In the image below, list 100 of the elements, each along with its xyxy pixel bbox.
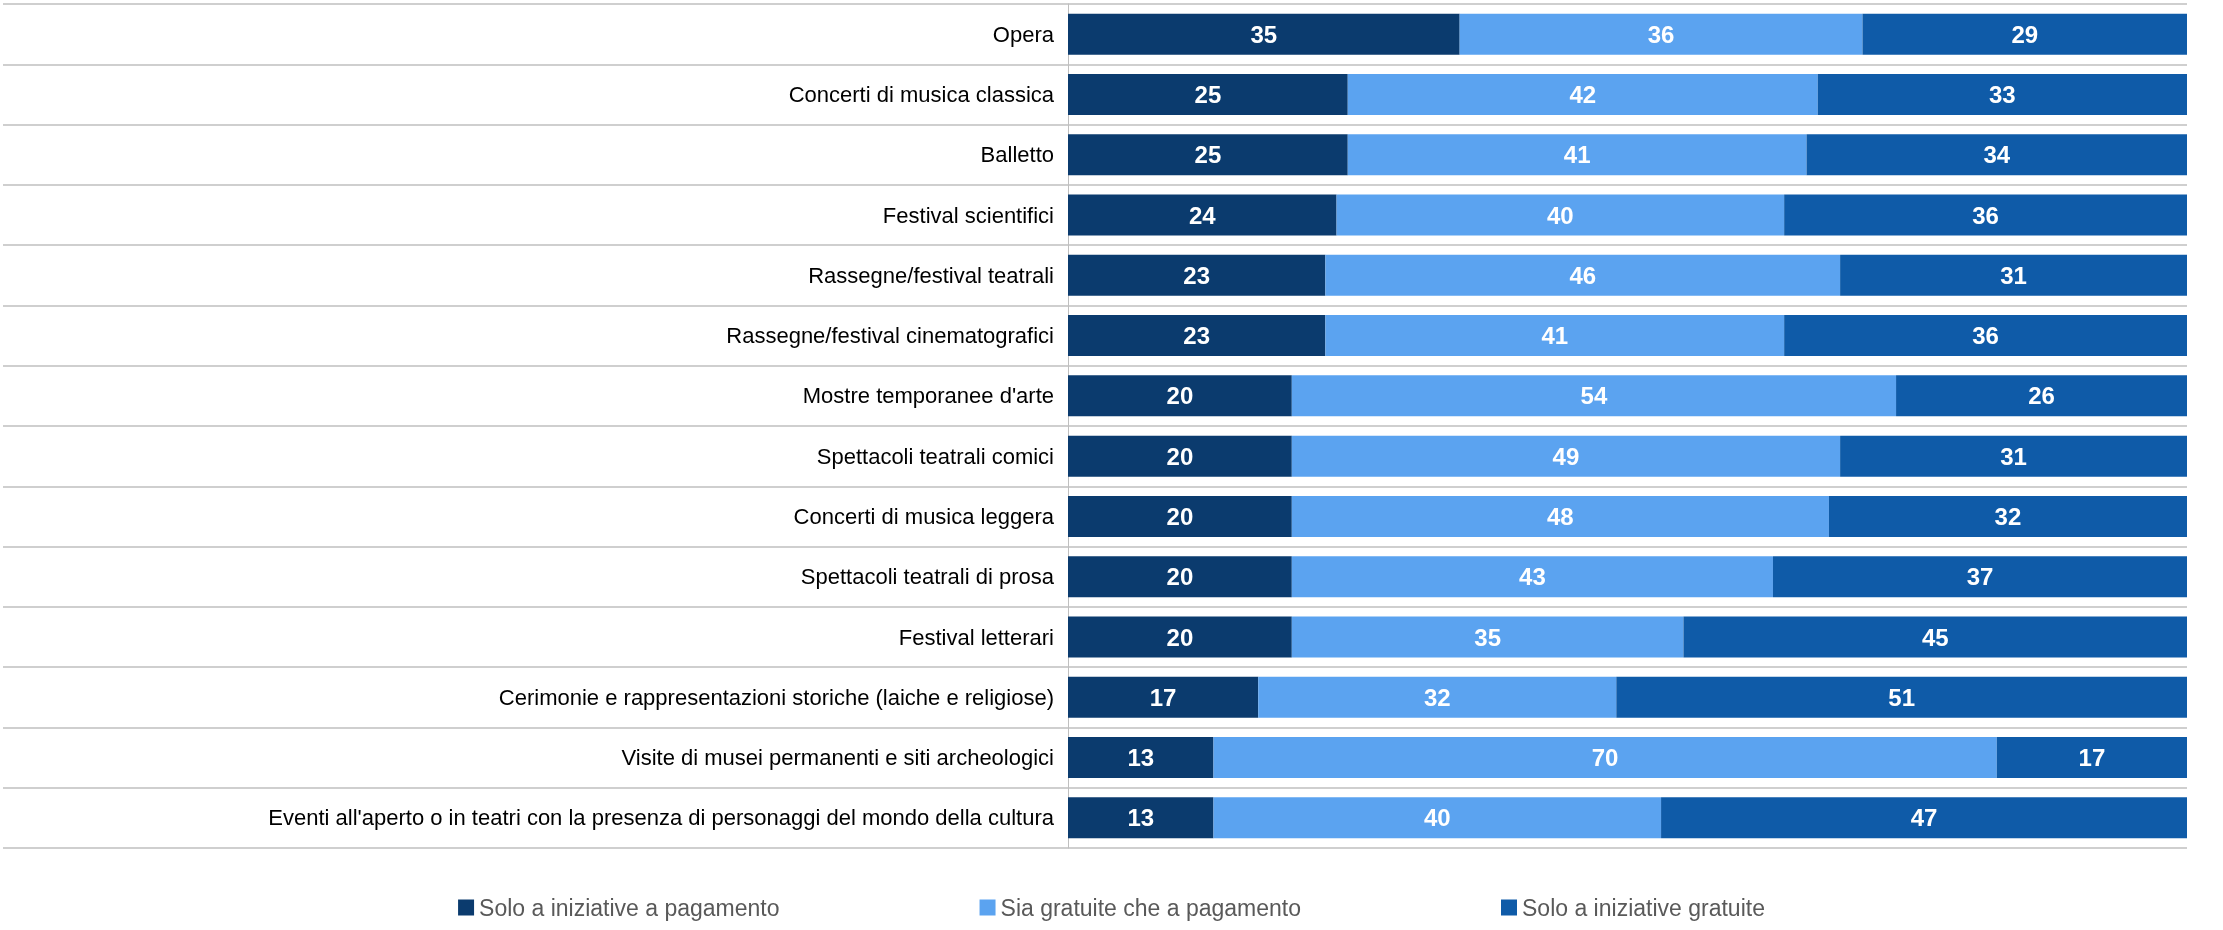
bar: [1258, 676, 1617, 718]
data-label: 35: [1474, 623, 1501, 651]
data-label: 34: [1983, 141, 2011, 169]
bar: [1784, 194, 2187, 236]
bar: [1896, 375, 2187, 417]
data-label: 26: [2028, 382, 2055, 410]
data-label: 20: [1166, 382, 1194, 410]
data-label: 43: [1519, 563, 1546, 591]
bar: [1213, 737, 1997, 779]
bar: [1336, 194, 1785, 236]
data-label: 29: [2011, 20, 2039, 48]
data-label: 13: [1127, 804, 1155, 832]
data-label: 36: [1972, 201, 1999, 229]
legend-label: Sia gratuite che a pagamento: [1000, 894, 1302, 921]
y-tick-label: Festival letterari: [898, 624, 1054, 650]
data-label: 47: [1910, 804, 1938, 832]
y-tick-label: Eventi all'aperto o in teatri con la presenza di personaggi del mondo della cultura: [268, 805, 1055, 831]
data-label: 31: [2000, 261, 2027, 289]
legend-label: Solo a iniziative gratuite: [1522, 894, 1765, 921]
data-label: 13: [1127, 744, 1155, 772]
bar: [1840, 435, 2187, 477]
bar: [1616, 676, 2187, 718]
bar: [1068, 73, 1348, 115]
bar: [1068, 435, 1292, 477]
bar: [1996, 737, 2187, 779]
bar: [1806, 134, 2187, 176]
bar: [1683, 616, 2187, 658]
bar: [1068, 676, 1259, 718]
data-label: 36: [1647, 20, 1675, 48]
data-label: 20: [1166, 502, 1194, 530]
data-label: 37: [1966, 563, 1994, 591]
data-label: 51: [1888, 683, 1916, 711]
bar: [1291, 556, 1773, 598]
y-tick-label: Mostre temporanee d'arte: [802, 383, 1054, 409]
bar: [1291, 616, 1684, 658]
bar: [1291, 375, 1897, 417]
data-label: 42: [1569, 80, 1597, 108]
data-label: 17: [2078, 744, 2106, 772]
bar: [1213, 797, 1662, 839]
data-label: 20: [1166, 563, 1194, 591]
data-label: 24: [1188, 201, 1217, 229]
bar: [1068, 797, 1214, 839]
data-label: 32: [1994, 502, 2022, 530]
y-tick-label: Visite di musei permanenti e siti archeologici: [621, 745, 1054, 771]
bar: [1840, 254, 2187, 296]
bar: [1817, 73, 2187, 115]
data-label: 23: [1183, 261, 1211, 289]
bar: [1325, 254, 1841, 296]
data-label: 46: [1569, 261, 1597, 289]
y-tick-label: Concerti di musica classica: [788, 81, 1055, 107]
data-label: 23: [1183, 322, 1211, 350]
data-label: 20: [1166, 623, 1194, 651]
y-tick-label: Rassegne/festival teatrali: [808, 262, 1054, 288]
data-label: 32: [1423, 683, 1451, 711]
legend-label: Solo a iniziative a pagamento: [479, 894, 780, 921]
bar: [1291, 435, 1841, 477]
y-tick-label: Concerti di musica leggera: [793, 503, 1055, 529]
bar: [1068, 737, 1214, 779]
data-label: 33: [1989, 80, 2016, 108]
y-tick-label: Festival scientifici: [882, 202, 1054, 228]
bar: [1347, 73, 1818, 115]
data-label: 41: [1563, 141, 1591, 169]
data-label: 17: [1149, 683, 1177, 711]
y-tick-label: Spettacoli teatrali di prosa: [800, 564, 1055, 590]
data-label: 70: [1591, 744, 1619, 772]
data-label: 40: [1547, 201, 1574, 229]
data-label: 25: [1194, 141, 1222, 169]
data-label: 41: [1541, 322, 1569, 350]
bar: [1772, 556, 2187, 598]
bar: [1068, 13, 1460, 55]
data-label: 54: [1580, 382, 1608, 410]
bar: [1068, 315, 1326, 357]
y-tick-label: Opera: [992, 21, 1055, 47]
data-label: 40: [1423, 804, 1451, 832]
y-tick-label: Rassegne/festival cinematografici: [726, 323, 1054, 349]
y-tick-label: Cerimonie e rappresentazioni storiche (laiche e religiose): [498, 684, 1054, 710]
data-label: 48: [1547, 502, 1574, 530]
bar: [1068, 616, 1292, 658]
bar: [1068, 194, 1337, 236]
bar: [1459, 13, 1863, 55]
bar: [1068, 254, 1326, 296]
data-label: 31: [2000, 442, 2027, 470]
bar: [1325, 315, 1785, 357]
bar: [1068, 556, 1292, 598]
bar: [1862, 13, 2187, 55]
data-label: 20: [1166, 442, 1194, 470]
bar: [1068, 375, 1292, 417]
y-tick-label: Spettacoli teatrali comici: [816, 443, 1054, 469]
data-label: 35: [1250, 20, 1278, 48]
data-label: 25: [1194, 80, 1222, 108]
bar: [1661, 797, 2187, 839]
data-label: 36: [1972, 322, 1999, 350]
data-label: 49: [1552, 442, 1580, 470]
bar: [1347, 134, 1807, 176]
y-tick-label: Balletto: [980, 142, 1054, 168]
bar: [1068, 495, 1292, 537]
bar: [1291, 495, 1829, 537]
data-label: 45: [1921, 623, 1949, 651]
bar: [1828, 495, 2187, 537]
bar: [1784, 315, 2187, 357]
